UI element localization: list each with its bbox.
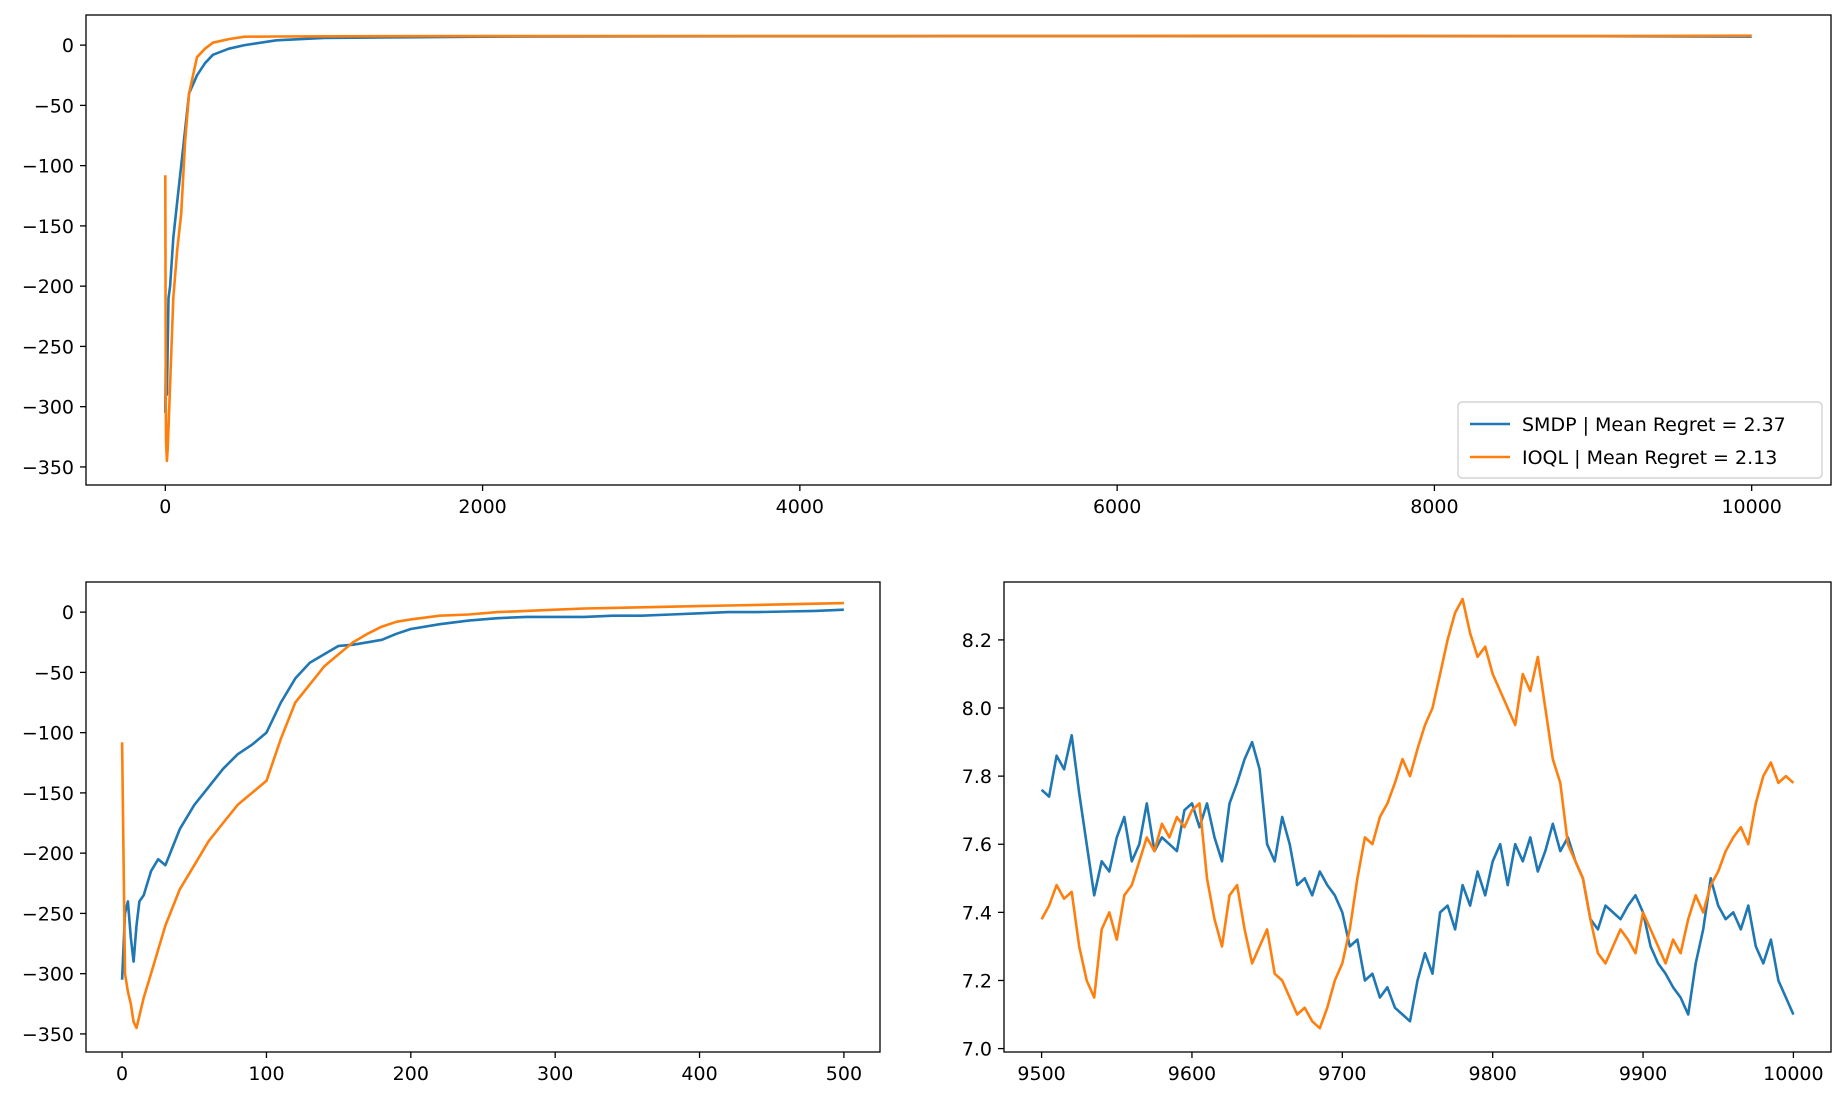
legend-box <box>1457 401 1823 479</box>
bottom-right-x-tick-label: 9500 <box>1017 1063 1065 1085</box>
bottom-left-y-tick-label: −250 <box>22 903 74 925</box>
bottom-left-y-tick-label: −350 <box>22 1024 74 1046</box>
top-y-tick-label: −300 <box>22 397 74 419</box>
top-y-tick-label: −100 <box>22 156 74 178</box>
bottom-left-series-ioql-line <box>120 601 844 1030</box>
bottom-left-x-tick-label: 500 <box>826 1063 862 1085</box>
bottom-right-axes-frame <box>1003 581 1832 1053</box>
bottom-right-x-tick-label: 9900 <box>1619 1063 1667 1085</box>
top-x-tick-label: 10000 <box>1721 496 1781 518</box>
legend: SMDP | Mean Regret = 2.37 IOQL | Mean Reg… <box>1457 401 1823 479</box>
bottom-right-y-tick-label: 7.0 <box>962 1039 992 1061</box>
top-x-tick-label: 0 <box>159 496 171 518</box>
bottom-right-y-tick-label: 7.2 <box>962 970 992 992</box>
bottom-right-x-tick-label: 10000 <box>1763 1063 1823 1085</box>
bottom-left-axes-frame <box>85 581 881 1053</box>
bottom-left-series-smdp-line <box>120 608 844 980</box>
bottom-right-y-tick-label: 8.2 <box>962 630 992 652</box>
top-y-tick-label: −250 <box>22 336 74 358</box>
legend-label-smdp: SMDP | Mean Regret = 2.37 <box>1522 414 1786 436</box>
legend-label-ioql: IOQL | Mean Regret = 2.13 <box>1522 447 1777 469</box>
bottom-right-series-smdp-line <box>1040 733 1795 1023</box>
top-x-tick-label: 2000 <box>458 496 506 518</box>
bottom-left-y-tick-label: −100 <box>22 723 74 745</box>
top-x-tick-label: 6000 <box>1093 496 1141 518</box>
bottom-left-x-tick-label: 400 <box>681 1063 717 1085</box>
top-x-tick-label: 8000 <box>1410 496 1458 518</box>
bottom-left-y-tick-label: −300 <box>22 964 74 986</box>
bottom-right-panel: 9500 9600 9700 9800 9900 10000 7.0 7.2 7.4 7.6 7.8… <box>962 581 1832 1085</box>
bottom-right-x-tick-label: 9800 <box>1469 1063 1517 1085</box>
top-y-tick-label: 0 <box>62 35 74 57</box>
bottom-right-x-tick-label: 9700 <box>1318 1063 1366 1085</box>
top-panel: 0 2000 4000 6000 8000 10000 0 −50 −100 −150 −200 −2… <box>22 14 1832 518</box>
bottom-right-y-tick-label: 8.0 <box>962 698 992 720</box>
bottom-left-panel: 0 100 200 300 400 500 0 −50 −100 −150 −200 −250 −300… <box>22 581 881 1085</box>
bottom-left-x-tick-label: 0 <box>116 1063 128 1085</box>
bottom-right-y-tick-label: 7.8 <box>962 766 992 788</box>
top-y-tick-label: −50 <box>34 95 74 117</box>
top-series-ioql-line <box>164 34 1752 463</box>
bottom-left-x-tick-label: 200 <box>393 1063 429 1085</box>
bottom-right-y-tick-label: 7.4 <box>962 902 992 924</box>
bottom-right-series-ioql-line <box>1040 597 1795 1030</box>
top-axes-frame <box>85 14 1832 486</box>
bottom-left-y-tick-label: 0 <box>62 602 74 624</box>
top-x-tick-label: 4000 <box>776 496 824 518</box>
bottom-right-y-tick-label: 7.6 <box>962 834 992 856</box>
bottom-right-x-tick-label: 9600 <box>1168 1063 1216 1085</box>
top-y-tick-label: −350 <box>22 457 74 479</box>
bottom-left-y-tick-label: −50 <box>34 662 74 684</box>
bottom-left-x-tick-label: 300 <box>537 1063 573 1085</box>
bottom-left-y-tick-label: −150 <box>22 783 74 805</box>
bottom-left-y-tick-label: −200 <box>22 843 74 865</box>
bottom-left-x-tick-label: 100 <box>248 1063 284 1085</box>
top-y-tick-label: −150 <box>22 216 74 238</box>
top-y-tick-label: −200 <box>22 276 74 298</box>
